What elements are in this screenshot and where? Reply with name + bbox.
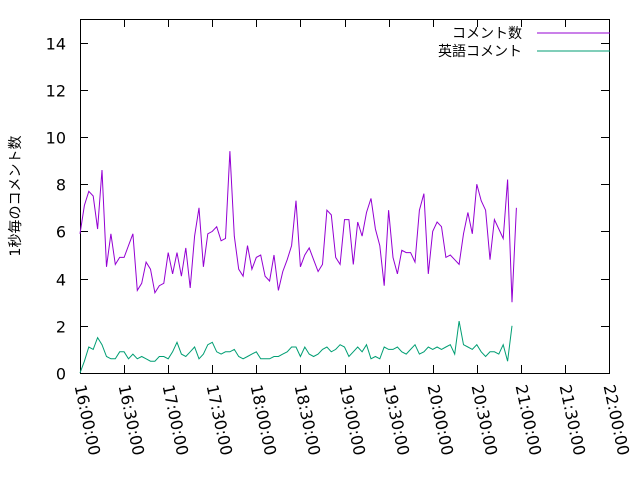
y-tick-label: 2 <box>56 318 66 337</box>
legend-label-2: 英語コメント <box>438 43 522 60</box>
y-axis-label: 1秒毎のコメント数 <box>8 136 24 257</box>
series-line-1 <box>79 151 517 303</box>
series-group <box>79 151 517 374</box>
y-tick-label: 4 <box>56 271 66 290</box>
y-tick-label: 6 <box>56 223 66 242</box>
y-tick-label: 8 <box>56 176 66 195</box>
y-tick-label: 14 <box>46 35 66 54</box>
y-axis: 0 2 4 6 8 10 12 14 <box>46 35 609 384</box>
y-tick-label: 10 <box>46 129 66 148</box>
legend-label-1: コメント数 <box>452 26 522 42</box>
y-tick-label: 12 <box>46 82 66 101</box>
y-tick-label: 0 <box>56 365 66 384</box>
series-line-2 <box>79 321 513 374</box>
